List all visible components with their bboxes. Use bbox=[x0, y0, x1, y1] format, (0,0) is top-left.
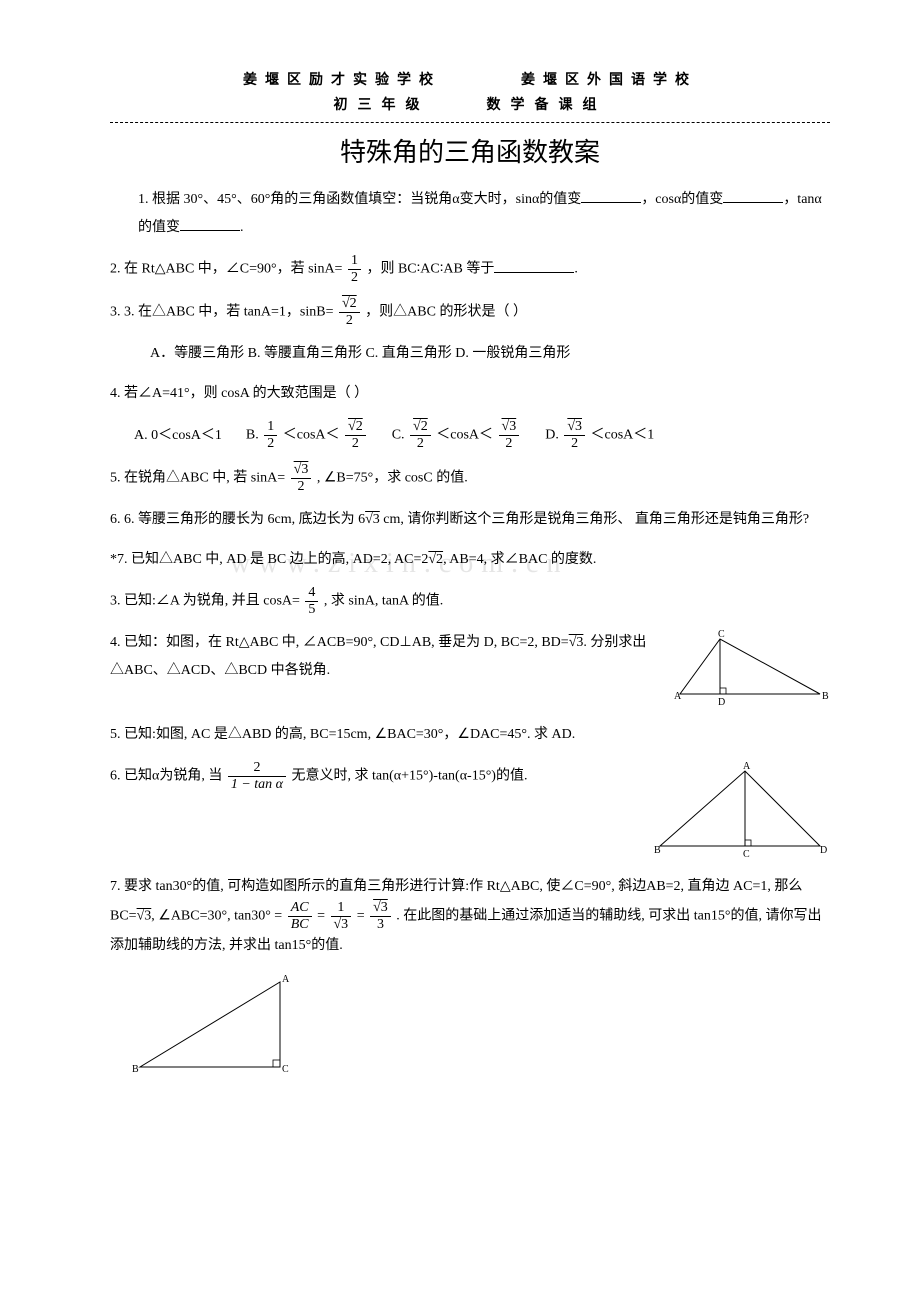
sqrt3: √3 bbox=[137, 909, 152, 924]
p2-post: ，则 BC∶AC∶AB 等于 bbox=[366, 262, 494, 277]
label-C: C bbox=[282, 1064, 289, 1075]
p7b-m3: = bbox=[357, 909, 368, 924]
problem-4-options: A. 0＜cosA＜1 B. 12 ＜cosA＜ √22 C. √22 ＜cos… bbox=[134, 420, 830, 451]
frac: √22 bbox=[345, 420, 366, 451]
frac: √33 bbox=[370, 901, 391, 932]
frac-den: 2 bbox=[348, 270, 361, 285]
p4-d: D. √32 ＜cosA＜1 bbox=[545, 420, 654, 451]
frac: 21 − tan α bbox=[228, 761, 286, 792]
blank bbox=[723, 189, 783, 203]
p6b-post: 无意义时, 求 tan(α+15°)-tan(α-15°)的值. bbox=[292, 769, 528, 784]
problem-3b: 3. 已知:∠A 为锐角, 并且 cosA= 45 , 求 sinA, tanA… bbox=[110, 586, 830, 617]
p3-post: ，则△ABC 的形状是（ ） bbox=[365, 305, 527, 320]
label-B: B bbox=[654, 845, 661, 856]
p7b-m2: = bbox=[317, 909, 328, 924]
label-C: C bbox=[743, 849, 750, 860]
p6-post: cm, 请你判断这个三角形是锐角三角形、 直角三角形还是钝角三角形? bbox=[380, 512, 809, 527]
problem-4b: 4. 已知：如图，在 Rt△ABC 中, ∠ACB=90°, CD⊥AB, 垂足… bbox=[110, 629, 830, 709]
sqrt3: √3 bbox=[365, 512, 380, 527]
header-school1: 姜堰区励才实验学校 bbox=[243, 70, 441, 91]
p4-c: C. √22 ＜cosA＜ √32 bbox=[392, 420, 522, 451]
label-C: C bbox=[718, 629, 725, 640]
frac-num: 1 bbox=[348, 254, 361, 270]
problem-4: 4. 若∠A=41°，则 cosA 的大致范围是（ ） bbox=[110, 380, 830, 408]
problem-3-options: A．等腰三角形 B. 等腰直角三角形 C. 直角三角形 D. 一般锐角三角形 bbox=[150, 340, 830, 368]
blank bbox=[180, 217, 240, 231]
label-D: D bbox=[718, 697, 725, 708]
frac-num: √2 bbox=[339, 297, 360, 313]
p6-pre: 6. 6. 等腰三角形的腰长为 6cm, 底边长为 6 bbox=[110, 512, 365, 527]
frac: √32 bbox=[499, 420, 520, 451]
header-school2: 姜堰区外国语学校 bbox=[521, 70, 697, 91]
frac-half: 1 2 bbox=[348, 254, 361, 285]
p4b-pre: 4. 已知：如图，在 Rt△ABC 中, ∠ACB=90°, CD⊥AB, 垂足… bbox=[110, 635, 569, 650]
p7-post: , AB=4, 求∠BAC 的度数. bbox=[443, 552, 596, 567]
problem-1: 1. 根据 30°、45°、60°角的三角函数值填空：当锐角α变大时，sinα的… bbox=[110, 186, 830, 242]
p5-post: , ∠B=75°，求 cosC 的值. bbox=[317, 471, 468, 486]
frac: 1√3 bbox=[331, 901, 352, 932]
problem-7b: 7. 要求 tan30°的值, 可构造如图所示的直角三角形进行计算:作 Rt△A… bbox=[110, 873, 830, 960]
label-B: B bbox=[822, 691, 829, 702]
blank bbox=[494, 259, 574, 273]
problem-6b: 6. 已知α为锐角, 当 21 − tan α 无意义时, 求 tan(α+15… bbox=[110, 761, 830, 861]
p4-a: A. 0＜cosA＜1 bbox=[134, 422, 222, 450]
label-A: A bbox=[282, 974, 290, 985]
sqrt3: √3 bbox=[569, 635, 584, 650]
p5-pre: 5. 在锐角△ABC 中, 若 sinA= bbox=[110, 471, 285, 486]
frac: 45 bbox=[305, 586, 318, 617]
p3-pre: 3. 3. 在△ABC 中，若 tanA=1，sinB= bbox=[110, 305, 333, 320]
label-A: A bbox=[674, 691, 682, 702]
frac: 12 bbox=[264, 420, 277, 451]
problem-3: 3. 3. 在△ABC 中，若 tanA=1，sinB= √2 2 ，则△ABC… bbox=[110, 297, 830, 328]
frac: √32 bbox=[291, 463, 312, 494]
label-D: D bbox=[820, 845, 827, 856]
header-subject: 数学备课组 bbox=[487, 98, 607, 113]
sqrt2: √2 bbox=[428, 552, 443, 567]
problem-2: 2. 在 Rt△ABC 中，∠C=90°，若 sinA= 1 2 ，则 BC∶A… bbox=[110, 254, 830, 285]
p7-pre: *7. 已知△ABC 中, AD 是 BC 边上的高, AD=2, AC=2 bbox=[110, 552, 428, 567]
p2-end: . bbox=[574, 262, 578, 277]
blank bbox=[581, 189, 641, 203]
p1-end: . bbox=[240, 220, 244, 235]
frac: √22 bbox=[410, 420, 431, 451]
problem-5: 5. 在锐角△ABC 中, 若 sinA= √32 , ∠B=75°，求 cos… bbox=[110, 463, 830, 494]
triangle-figure-2: A B C D bbox=[650, 761, 830, 861]
label-A: A bbox=[743, 761, 751, 772]
p6b-pre: 6. 已知α为锐角, 当 bbox=[110, 769, 226, 784]
header-grade: 初三年级 bbox=[334, 98, 430, 113]
p3b-pre: 3. 已知:∠A 为锐角, 并且 cosA= bbox=[110, 594, 300, 609]
triangle-figure-3: A B C bbox=[130, 972, 830, 1082]
frac-den: 2 bbox=[339, 313, 360, 328]
label-B: B bbox=[132, 1064, 139, 1075]
divider bbox=[110, 122, 830, 123]
problem-7-star: *7. 已知△ABC 中, AD 是 BC 边上的高, AD=2, AC=2√2… bbox=[110, 546, 830, 574]
problem-6: 6. 6. 等腰三角形的腰长为 6cm, 底边长为 6√3 cm, 请你判断这个… bbox=[110, 506, 830, 534]
p1-text: 1. 根据 30°、45°、60°角的三角函数值填空：当锐角α变大时，sinα的… bbox=[138, 192, 581, 207]
p3b-post: , 求 sinA, tanA 的值. bbox=[324, 594, 443, 609]
page-title: 特殊角的三角函数教案 bbox=[110, 133, 830, 172]
triangle-figure-1: A B C D bbox=[670, 629, 830, 709]
frac-sqrt2-2: √2 2 bbox=[339, 297, 360, 328]
frac: √32 bbox=[564, 420, 585, 451]
p7b-m1: , ∠ABC=30°, tan30° = bbox=[151, 909, 285, 924]
p4-b: B. 12 ＜cosA＜ √22 bbox=[246, 420, 368, 451]
p2-pre: 2. 在 Rt△ABC 中，∠C=90°，若 sinA= bbox=[110, 262, 342, 277]
frac: ACBC bbox=[288, 901, 312, 932]
p3-opts: A．等腰三角形 B. 等腰直角三角形 C. 直角三角形 D. 一般锐角三角形 bbox=[150, 346, 570, 361]
p1-cont: ，cosα的值变 bbox=[641, 192, 723, 207]
problem-5b: 5. 已知:如图, AC 是△ABD 的高, BC=15cm, ∠BAC=30°… bbox=[110, 721, 830, 749]
